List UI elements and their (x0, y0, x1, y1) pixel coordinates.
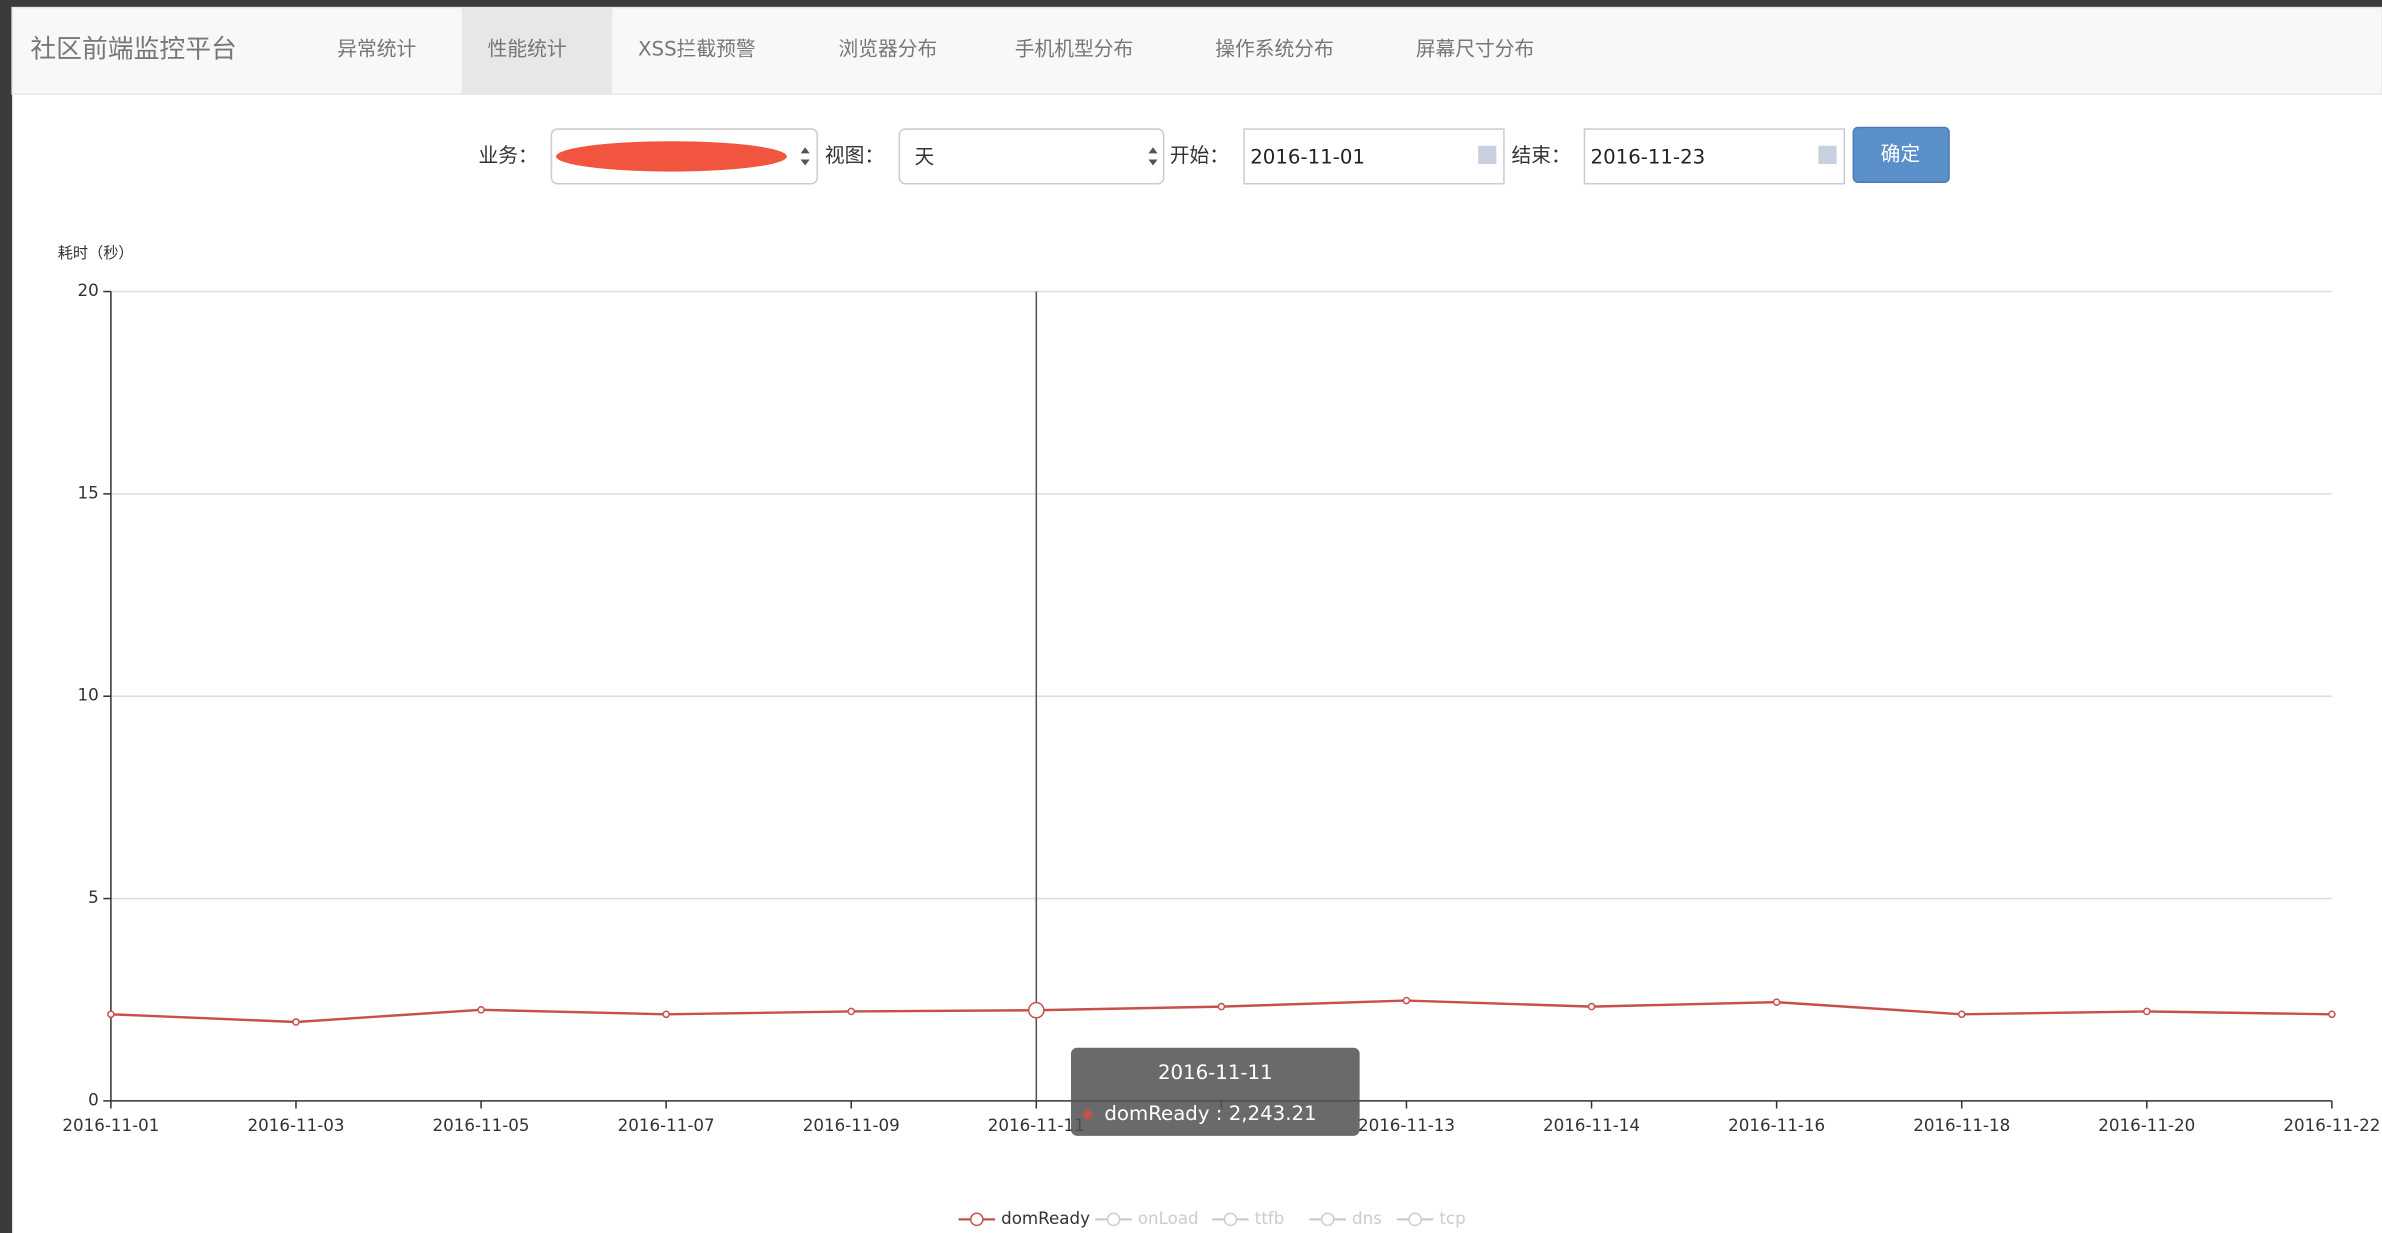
x-tick-label: 2016-11-11 (988, 1115, 1085, 1135)
x-tick-label: 2016-11-07 (618, 1115, 715, 1135)
point[interactable] (477, 1006, 485, 1014)
x-tick-label: 2016-11-13 (1358, 1115, 1455, 1135)
form-label: 业务： (479, 144, 538, 167)
view-select[interactable] (898, 128, 1165, 185)
x-tick-label: 2016-11-03 (247, 1115, 344, 1135)
y-tick-label: 10 (78, 685, 99, 705)
point[interactable] (1027, 1001, 1045, 1019)
nav-item[interactable]: 屏幕尺寸分布 (1416, 38, 1534, 61)
legend-label[interactable]: dns (1352, 1208, 1382, 1228)
point[interactable] (1402, 996, 1411, 1005)
nav-item[interactable]: 操作系统分布 (1215, 38, 1333, 61)
x-tick-label: 2016-11-16 (1728, 1115, 1825, 1135)
nav-item[interactable]: 手机机型分布 (1015, 38, 1133, 61)
start-input[interactable] (1243, 128, 1505, 185)
tooltip-bg (1070, 1047, 1360, 1136)
nav-item[interactable]: 异常统计 (337, 38, 416, 61)
point[interactable] (1957, 1010, 1966, 1019)
y-tick-label: 20 (78, 280, 99, 300)
confirm-button[interactable] (1852, 126, 1950, 183)
x-tick-label: 2016-11-05 (433, 1115, 530, 1135)
legend-marker (969, 1212, 984, 1227)
nav-item[interactable]: XSS拦截预警 (638, 38, 756, 61)
brand[interactable]: 社区前端监控平台 (30, 35, 236, 65)
nav-item[interactable]: 性能统计 (488, 38, 567, 61)
x-tick-label: 2016-11-22 (2283, 1115, 2380, 1135)
legend-marker (1223, 1212, 1238, 1227)
legend-marker (1408, 1212, 1422, 1227)
point[interactable] (1772, 998, 1781, 1006)
form-label: 开始： (1170, 144, 1229, 167)
tooltip-dot (1083, 1110, 1093, 1120)
nav-active-bg (461, 7, 613, 95)
y-axis-title: 耗时（秒） (58, 244, 134, 262)
end-value: 2016-11-23 (1591, 145, 1706, 168)
start-value: 2016-11-01 (1250, 145, 1365, 168)
point[interactable] (2328, 1010, 2336, 1019)
point[interactable] (292, 1018, 300, 1026)
view-value: 天 (915, 145, 935, 168)
legend-marker (1320, 1212, 1335, 1227)
x-tick-label: 2016-11-18 (1913, 1115, 2010, 1135)
end-input[interactable] (1583, 128, 1845, 185)
confirm-label[interactable]: 确定 (1881, 142, 1920, 165)
point[interactable] (107, 1010, 115, 1019)
tooltip-value: domReady : 2,243.21 (1104, 1102, 1316, 1125)
point[interactable] (662, 1010, 670, 1019)
x-tick-label: 2016-11-14 (1543, 1115, 1640, 1135)
calendar-icon (1818, 145, 1837, 164)
form-label: 视图： (825, 144, 884, 167)
calendar-icon (1478, 145, 1497, 164)
select-arrow (800, 147, 810, 166)
point[interactable] (2142, 1007, 2151, 1016)
point[interactable] (847, 1007, 856, 1016)
y-tick-label: 15 (78, 482, 99, 502)
nav-item[interactable]: 浏览器分布 (839, 38, 938, 61)
page-bg (12, 7, 2382, 1233)
legend-label[interactable]: onLoad (1138, 1208, 1199, 1228)
legend-marker (1106, 1212, 1121, 1227)
legend-label[interactable]: tcp (1439, 1208, 1465, 1228)
form-label: 结束： (1512, 144, 1571, 167)
x-tick-label: 2016-11-20 (2098, 1115, 2195, 1135)
point[interactable] (1587, 1002, 1596, 1011)
y-tick-label: 0 (88, 1089, 99, 1109)
legend-label[interactable]: ttfb (1255, 1208, 1285, 1228)
redacted (556, 141, 787, 172)
tooltip-title: 2016-11-11 (1158, 1061, 1273, 1084)
x-tick-label: 2016-11-01 (62, 1115, 159, 1135)
y-tick-label: 5 (88, 887, 99, 907)
x-tick-label: 2016-11-09 (803, 1115, 900, 1135)
legend-label[interactable]: domReady (1001, 1208, 1090, 1228)
navbar (11, 6, 2382, 95)
select-arrow (1148, 147, 1158, 166)
point[interactable] (1217, 1002, 1226, 1011)
